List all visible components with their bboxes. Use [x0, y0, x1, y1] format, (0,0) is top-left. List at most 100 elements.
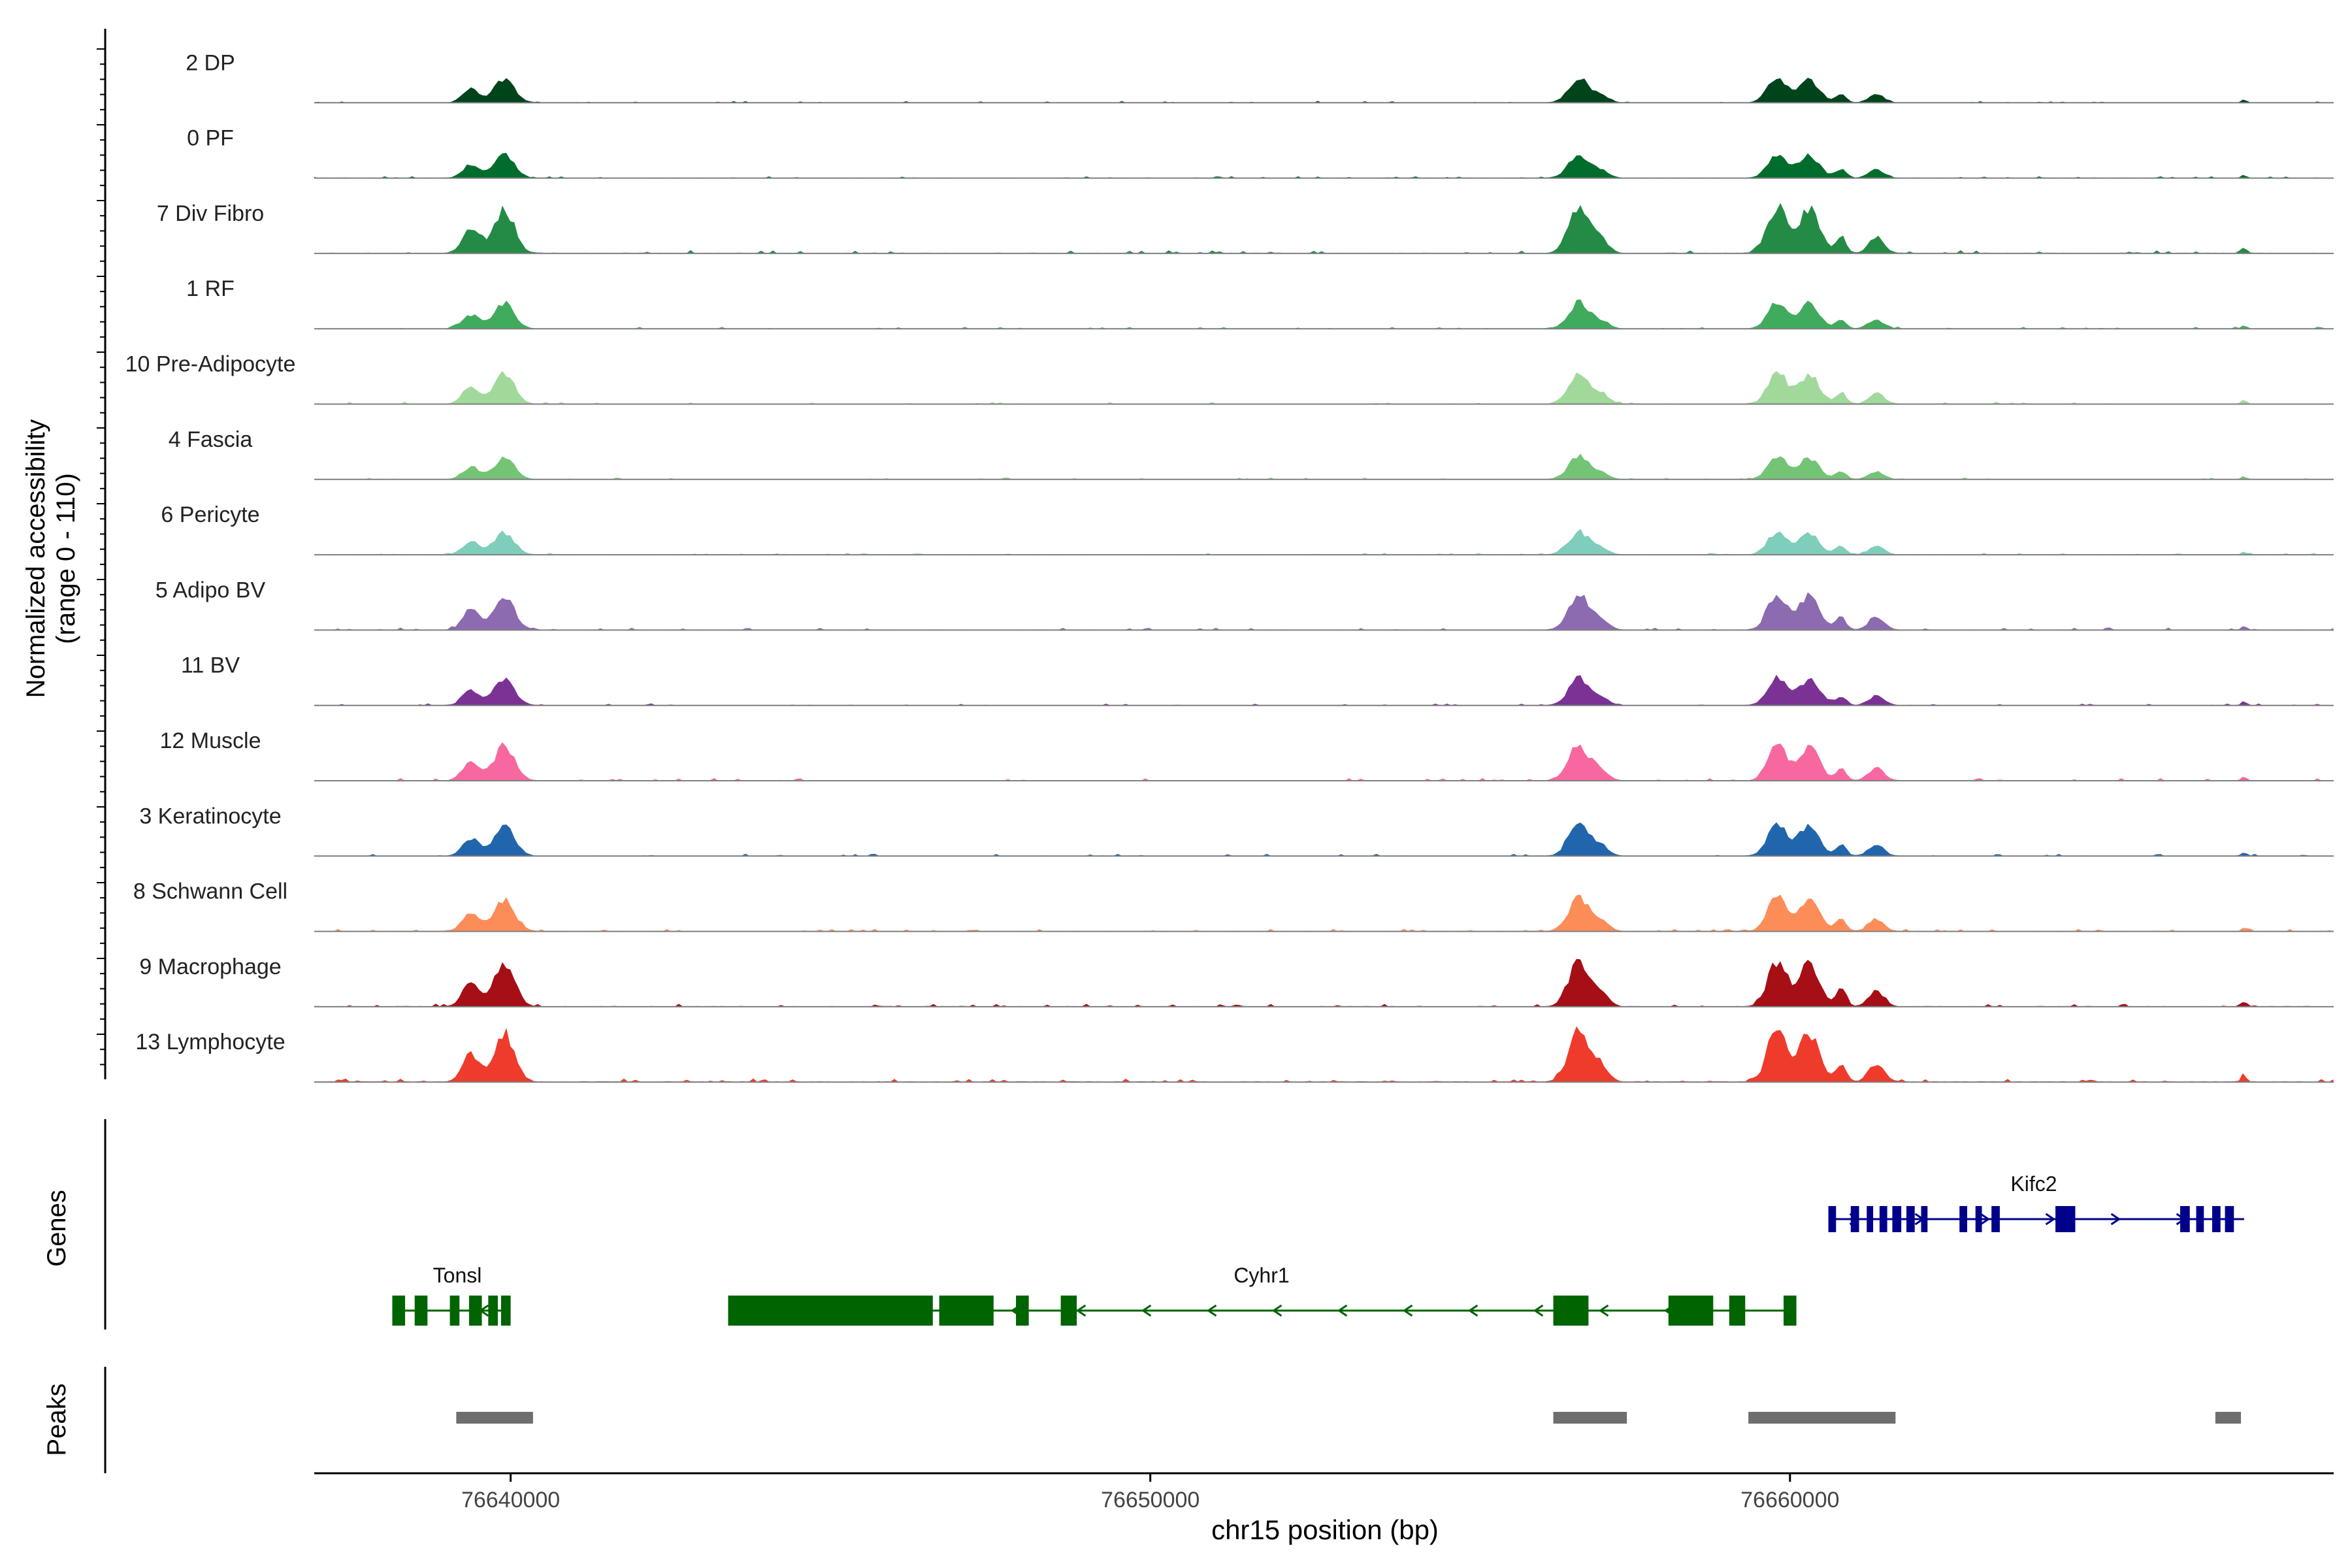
- gene-exon: [1959, 1206, 1967, 1232]
- track-label: 0 PF: [187, 126, 234, 151]
- y-axis-title: Normalized accessibility (range 0 - 110): [22, 419, 80, 698]
- track-6-pericyte: 6 Pericyte: [161, 502, 2334, 556]
- gene-exon: [1921, 1206, 1928, 1232]
- strand-arrow: [1075, 1304, 1086, 1317]
- gene-exon: [449, 1296, 460, 1326]
- gene-exon: [1783, 1296, 1797, 1326]
- gene-exon: [2055, 1206, 2076, 1232]
- track-coverage: [314, 78, 2334, 103]
- track-label: 6 Pericyte: [161, 502, 259, 527]
- track-2-dp: 2 DP: [186, 50, 2334, 104]
- gene-exon: [1729, 1296, 1746, 1326]
- gene-exon: [1991, 1206, 2000, 1232]
- track-coverage: [314, 822, 2334, 857]
- gene-exon: [1850, 1206, 1859, 1232]
- track-coverage: [314, 1026, 2334, 1083]
- gene-exon: [728, 1296, 933, 1326]
- track-7-div-fibro: 7 Div Fibro: [157, 201, 2334, 254]
- gene-exon: [392, 1296, 406, 1326]
- track-12-muscle: 12 Muscle: [160, 728, 2334, 781]
- gene-kifc2: Kifc2: [1828, 1172, 2244, 1232]
- gene-exon: [1892, 1206, 1902, 1232]
- track-10-pre-adipocyte: 10 Pre-Adipocyte: [125, 352, 2334, 405]
- track-0-pf: 0 PF: [187, 126, 2334, 179]
- strand-arrow: [1598, 1304, 1609, 1317]
- gene-exon: [2225, 1206, 2234, 1232]
- track-coverage: [314, 742, 2334, 781]
- genes-panel-label: Genes: [42, 1190, 71, 1267]
- gene-cyhr1: Cyhr1: [728, 1264, 1797, 1326]
- strand-arrow: [1206, 1304, 1217, 1317]
- track-11-bv: 11 BV: [181, 653, 2334, 706]
- tracks-axis-ticks: [97, 48, 105, 1066]
- track-coverage: [314, 203, 2334, 254]
- track-coverage: [314, 958, 2334, 1007]
- peak-region: [2215, 1412, 2242, 1424]
- peak-region: [456, 1412, 533, 1424]
- track-3-keratinocyte: 3 Keratinocyte: [139, 804, 2334, 857]
- y-axis-title-line1: Normalized accessibility: [22, 419, 50, 698]
- track-8-schwann-cell: 8 Schwann Cell: [133, 879, 2334, 932]
- track-coverage: [314, 529, 2334, 555]
- strand-arrow: [2110, 1213, 2121, 1226]
- genes-panel-title: Genes: [42, 1190, 71, 1267]
- peak-region: [1553, 1412, 1627, 1424]
- track-coverage: [314, 153, 2334, 178]
- track-label: 11 BV: [181, 653, 240, 678]
- track-label: 12 Muscle: [160, 728, 261, 753]
- track-13-lymphocyte: 13 Lymphocyte: [135, 1026, 2334, 1083]
- strand-arrow: [1402, 1304, 1413, 1317]
- gene-label: Tonsl: [433, 1264, 482, 1287]
- gene-exon: [1828, 1206, 1837, 1232]
- track-label: 8 Schwann Cell: [133, 879, 287, 904]
- track-label: 2 DP: [186, 50, 235, 75]
- x-axis-title: chr15 position (bp): [1211, 1514, 1439, 1545]
- gene-exon: [2196, 1206, 2204, 1232]
- track-9-macrophage: 9 Macrophage: [139, 955, 2334, 1007]
- x-tick-label: 76640000: [461, 1488, 560, 1512]
- track-1-rf: 1 RF: [186, 276, 2334, 330]
- strand-arrow: [1337, 1304, 1348, 1317]
- strand-arrow: [2045, 1213, 2056, 1226]
- peaks-panel-label: Peaks: [42, 1383, 71, 1456]
- track-coverage: [314, 453, 2334, 480]
- peaks-panel-title: Peaks: [42, 1383, 71, 1456]
- strand-arrow: [1533, 1304, 1544, 1317]
- track-coverage: [314, 592, 2334, 630]
- gene-exon: [1867, 1206, 1874, 1232]
- gene-label: Kifc2: [2010, 1172, 2057, 1196]
- strand-arrow: [1980, 1213, 1991, 1226]
- track-coverage: [314, 674, 2334, 706]
- gene-exon: [2212, 1206, 2221, 1232]
- gene-label: Cyhr1: [1233, 1264, 1289, 1287]
- track-label: 1 RF: [186, 276, 235, 301]
- track-5-adipo-bv: 5 Adipo BV: [155, 578, 2334, 631]
- gene-exon: [1906, 1206, 1915, 1232]
- track-4-fascia: 4 Fascia: [169, 427, 2334, 480]
- track-label: 3 Keratinocyte: [139, 804, 281, 828]
- gene-exon: [1668, 1296, 1714, 1326]
- gene-exon: [414, 1296, 428, 1326]
- track-label: 4 Fascia: [169, 427, 253, 452]
- strand-arrow: [1141, 1304, 1152, 1317]
- strand-arrow: [1467, 1304, 1478, 1317]
- gene-exon: [488, 1296, 498, 1326]
- gene-exon: [2180, 1206, 2190, 1232]
- track-label: 9 Macrophage: [139, 955, 281, 979]
- peak-region: [1748, 1412, 1896, 1424]
- gene-exon: [1879, 1206, 1887, 1232]
- peak-regions: [456, 1412, 2242, 1424]
- gene-exon: [1553, 1296, 1589, 1326]
- gene-exon: [939, 1296, 994, 1326]
- gene-tonsl: Tonsl: [392, 1264, 511, 1326]
- track-label: 5 Adipo BV: [155, 578, 266, 602]
- x-tick-label: 76650000: [1101, 1488, 1200, 1512]
- track-label: 10 Pre-Adipocyte: [125, 352, 296, 377]
- gene-exon: [1060, 1296, 1077, 1326]
- gene-models: Kifc2 Tonsl Cyhr1: [392, 1172, 2244, 1326]
- gene-exon: [1975, 1206, 1982, 1232]
- track-label: 7 Div Fibro: [157, 201, 264, 226]
- gene-exon: [468, 1296, 482, 1326]
- track-coverage: [314, 299, 2334, 329]
